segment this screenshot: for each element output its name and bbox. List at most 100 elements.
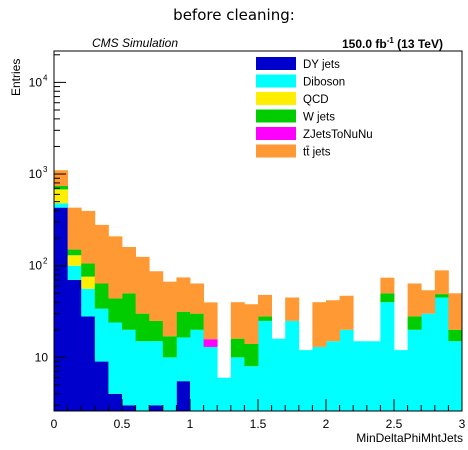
histogram-bar xyxy=(149,405,164,411)
histogram-bar xyxy=(67,255,82,266)
histogram-bar xyxy=(339,329,354,411)
histogram-bar xyxy=(203,339,218,347)
histogram-bar xyxy=(94,361,109,411)
y-tick-exponent: 3 xyxy=(43,165,48,174)
histogram-bar xyxy=(312,302,327,347)
histogram-bar xyxy=(149,341,164,406)
histogram-bar xyxy=(67,279,82,411)
luminosity-label: 150.0 fb-1 (13 TeV) xyxy=(342,36,443,51)
histogram-bar xyxy=(434,270,449,295)
histogram-bar xyxy=(434,294,449,298)
histogram-bar xyxy=(407,316,422,330)
histogram-bar xyxy=(190,283,204,314)
histogram-bar xyxy=(149,271,164,321)
y-tick-exponent: 4 xyxy=(43,73,48,82)
legend-label: DY jets xyxy=(303,59,340,71)
histogram-bar xyxy=(271,338,286,411)
histogram-bar xyxy=(54,189,68,204)
legend-swatch xyxy=(256,109,296,123)
histogram-bar xyxy=(203,346,218,411)
histogram-bar xyxy=(353,341,368,411)
legend-swatch xyxy=(256,57,296,70)
x-tick-label: 3 xyxy=(459,417,466,431)
histogram-bar xyxy=(94,283,109,309)
x-tick-label: 2 xyxy=(323,417,330,431)
histogram-bar xyxy=(135,341,150,411)
histogram-bar xyxy=(244,366,259,411)
histogram-bar xyxy=(230,357,245,411)
histogram-bar xyxy=(122,405,136,411)
histogram-bar xyxy=(122,247,136,294)
histogram-bar xyxy=(407,329,422,411)
histogram-bar xyxy=(394,350,408,411)
x-axis-label: MinDeltaPhiMhtJets xyxy=(356,431,463,445)
histogram-bar xyxy=(326,341,340,411)
histogram-bar xyxy=(298,350,313,411)
histogram-bar xyxy=(448,293,463,330)
histogram-bar xyxy=(81,288,96,317)
histogram-bar xyxy=(176,311,191,338)
histogram-bar xyxy=(135,313,150,342)
histogram-bar xyxy=(421,290,436,314)
histogram-bar xyxy=(162,281,177,337)
experiment-label: CMS Simulation xyxy=(92,36,179,50)
histogram-bar xyxy=(448,329,463,342)
luminosity-value: 150.0 fb xyxy=(342,37,387,51)
legend-label: ZJetsToNuNu xyxy=(303,129,373,141)
luminosity-exponent: -1 xyxy=(386,36,394,45)
histogram-bar xyxy=(190,313,204,330)
histogram-bar xyxy=(448,341,463,411)
histogram-bar xyxy=(94,308,109,362)
histogram-bar xyxy=(81,276,96,289)
histogram-bar xyxy=(434,297,449,411)
histogram-bar xyxy=(244,343,259,367)
x-tick-label: 1 xyxy=(187,417,194,431)
histogram-bar xyxy=(244,304,259,344)
histogram-bar xyxy=(366,341,381,411)
histogram-bar xyxy=(122,293,136,330)
legend-label: W jets xyxy=(303,112,335,124)
histogram-bar xyxy=(230,302,245,339)
legend-label: Diboson xyxy=(303,77,345,89)
legend-label: tt̄ jets xyxy=(303,146,331,158)
histogram-bar xyxy=(285,297,300,321)
histogram-bar xyxy=(230,338,245,358)
histogram-bar xyxy=(380,277,395,294)
histogram-bar xyxy=(162,336,177,358)
histogram-bar xyxy=(67,207,82,250)
histogram-bar xyxy=(339,295,354,330)
y-tick-label: 10 xyxy=(29,75,43,89)
histogram-bar xyxy=(54,186,68,190)
histogram-bar xyxy=(421,313,436,411)
legend-label: QCD xyxy=(303,94,329,106)
histogram-bar xyxy=(176,381,191,411)
histogram-bar xyxy=(258,320,272,411)
histogram-bar xyxy=(67,265,82,280)
histogram-bar xyxy=(326,300,340,342)
y-tick-label: 10 xyxy=(35,350,49,364)
x-tick-label: 1.5 xyxy=(250,417,267,431)
histogram-bar xyxy=(380,302,395,411)
legend-swatch xyxy=(256,92,296,105)
histogram-bar xyxy=(176,337,191,382)
histogram-bar xyxy=(190,329,204,411)
histogram-bar xyxy=(203,302,218,340)
luminosity-suffix: (13 TeV) xyxy=(393,37,443,51)
histogram-bar xyxy=(258,316,272,321)
histogram-bar xyxy=(176,277,191,312)
histogram-bar xyxy=(135,256,150,314)
y-tick-exponent: 2 xyxy=(43,257,48,266)
histogram-bar xyxy=(94,224,109,284)
histogram-bar xyxy=(81,316,96,411)
legend-swatch xyxy=(256,74,296,88)
x-tick-label: 2.5 xyxy=(386,417,403,431)
histogram-bar xyxy=(312,346,327,411)
histogram-bar xyxy=(54,203,68,208)
x-tick-label: 0 xyxy=(51,417,58,431)
histogram-bar xyxy=(162,357,177,411)
histogram-bar xyxy=(217,377,232,411)
y-tick-label: 10 xyxy=(29,167,43,181)
y-tick-label: 10 xyxy=(29,259,43,273)
histogram-bar xyxy=(407,283,422,317)
